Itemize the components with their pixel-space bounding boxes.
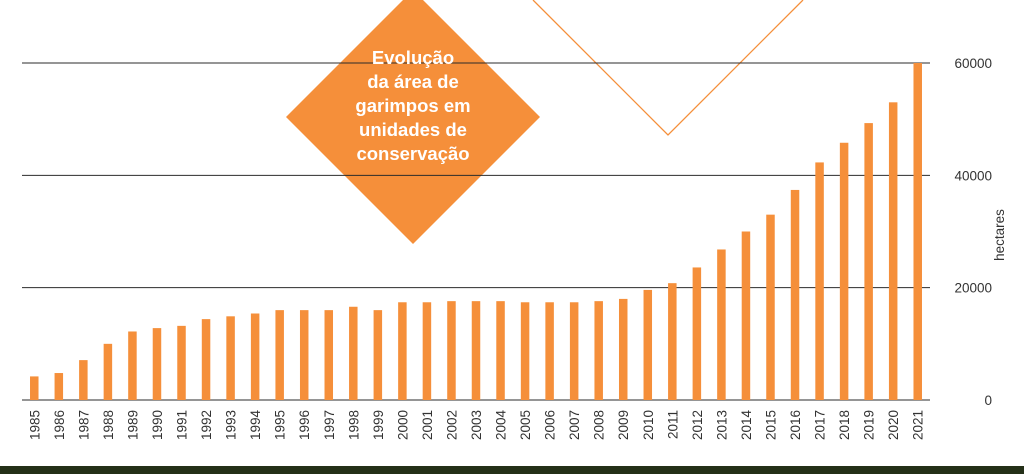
bar bbox=[177, 325, 186, 400]
y-tick-label: 0 bbox=[984, 393, 992, 408]
x-tick-label: 2007 bbox=[567, 410, 582, 440]
bar bbox=[496, 301, 505, 400]
bar bbox=[888, 102, 898, 400]
x-tick-label: 1993 bbox=[224, 410, 239, 440]
bar bbox=[815, 162, 824, 400]
x-tick-label: 2016 bbox=[788, 410, 803, 440]
x-tick-label: 2006 bbox=[543, 410, 558, 440]
bar bbox=[349, 306, 358, 400]
bar bbox=[839, 142, 849, 400]
bar bbox=[422, 302, 432, 400]
bar bbox=[373, 310, 383, 400]
bar bbox=[594, 301, 603, 400]
x-tick-label: 1989 bbox=[125, 410, 140, 440]
y-tick-label: 40000 bbox=[954, 168, 992, 183]
x-tick-labels: 1985 1986 1987 1988 1989 1990 1991 1992 1993 1994… bbox=[27, 410, 925, 441]
bar bbox=[30, 376, 39, 400]
x-tick-label: 1997 bbox=[322, 410, 337, 440]
bar bbox=[618, 298, 628, 400]
y-axis-label: hectares bbox=[992, 209, 1007, 261]
chart-title: Evolução da área de garimpos em unidades… bbox=[304, 46, 522, 166]
bar bbox=[447, 301, 456, 400]
chart-decorations bbox=[286, 0, 804, 244]
bar bbox=[717, 249, 726, 400]
x-tick-label: 1990 bbox=[150, 410, 165, 440]
x-tick-label: 1986 bbox=[52, 410, 67, 440]
bar bbox=[103, 343, 113, 400]
bar bbox=[201, 319, 211, 400]
bar bbox=[54, 373, 64, 400]
x-tick-label: 2011 bbox=[665, 410, 680, 439]
x-tick-label: 2014 bbox=[739, 410, 754, 441]
bar bbox=[545, 302, 554, 400]
bars bbox=[30, 63, 922, 400]
x-tick-label: 1996 bbox=[297, 410, 312, 440]
bar bbox=[79, 360, 88, 400]
x-tick-label: 1987 bbox=[76, 410, 91, 440]
x-tick-label: 2001 bbox=[420, 410, 435, 440]
bar bbox=[275, 310, 284, 400]
x-tick-label: 2021 bbox=[911, 410, 926, 440]
bar bbox=[668, 283, 677, 400]
bar bbox=[864, 123, 873, 400]
x-tick-label: 2018 bbox=[837, 410, 852, 440]
x-tick-label: 2015 bbox=[763, 410, 778, 440]
x-tick-label: 2010 bbox=[641, 410, 656, 440]
x-tick-label: 2020 bbox=[886, 410, 901, 440]
bar bbox=[569, 302, 579, 400]
x-tick-label: 1995 bbox=[273, 410, 288, 440]
x-tick-label: 1998 bbox=[346, 410, 361, 440]
bar bbox=[250, 313, 260, 400]
chart-title-line: conservação bbox=[356, 143, 470, 164]
x-tick-label: 1985 bbox=[27, 410, 42, 440]
bar bbox=[128, 331, 137, 400]
chart-title-line: Evolução bbox=[371, 47, 455, 68]
bar bbox=[520, 302, 530, 400]
x-tick-label: 2003 bbox=[469, 410, 484, 440]
bar bbox=[790, 189, 800, 400]
y-axis-label-group: hectares bbox=[992, 209, 1007, 261]
x-tick-label: 2005 bbox=[518, 410, 533, 440]
bar bbox=[299, 310, 309, 400]
y-tick-label: 60000 bbox=[954, 56, 992, 71]
chart-title-line: unidades de bbox=[359, 119, 467, 140]
decorative-v-outline bbox=[532, 0, 804, 136]
x-tick-label: 2013 bbox=[714, 410, 729, 440]
x-tick-label: 1992 bbox=[199, 410, 214, 440]
x-tick-label: 2019 bbox=[862, 410, 877, 440]
y-tick-label: 20000 bbox=[954, 281, 992, 296]
bar bbox=[643, 289, 653, 400]
bar bbox=[324, 310, 334, 400]
footer-strip bbox=[0, 466, 1024, 474]
y-tick-labels: 0 20000 40000 60000 bbox=[954, 56, 992, 408]
bar bbox=[766, 214, 775, 400]
bar bbox=[692, 267, 702, 400]
bar bbox=[913, 63, 922, 400]
chart-title-line: garimpos em bbox=[355, 95, 471, 116]
x-tick-label: 1994 bbox=[248, 410, 263, 441]
x-tick-label: 1991 bbox=[175, 410, 190, 440]
title-diamond bbox=[286, 0, 540, 244]
x-tick-label: 2009 bbox=[616, 410, 631, 440]
x-tick-label: 2002 bbox=[444, 410, 459, 440]
bar bbox=[471, 301, 481, 400]
bar bbox=[398, 302, 407, 400]
bar bbox=[226, 316, 235, 400]
bar bbox=[152, 328, 162, 400]
x-tick-label: 2004 bbox=[494, 410, 509, 441]
x-tick-label: 1999 bbox=[371, 410, 386, 440]
x-tick-label: 2012 bbox=[690, 410, 705, 440]
x-tick-label: 2000 bbox=[395, 410, 410, 440]
x-tick-label: 2017 bbox=[813, 410, 828, 440]
chart-title-line: da área de bbox=[367, 71, 459, 92]
x-tick-label: 2008 bbox=[592, 410, 607, 440]
x-tick-label: 1988 bbox=[101, 410, 116, 440]
bar bbox=[741, 231, 751, 400]
